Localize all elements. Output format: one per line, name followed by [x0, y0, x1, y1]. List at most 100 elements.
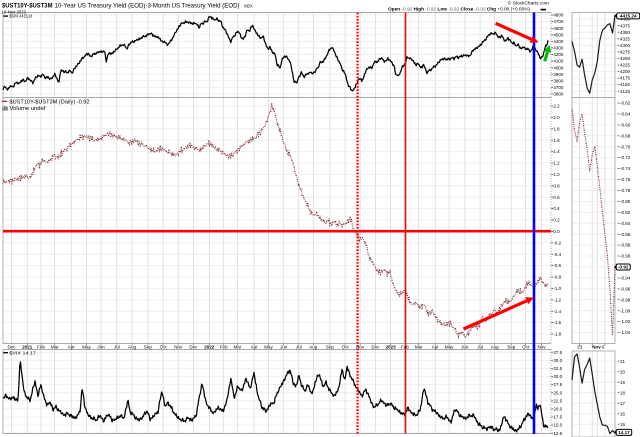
svg-text:Sep: Sep — [144, 344, 153, 349]
svg-text:© StockCharts.com: © StockCharts.com — [508, 0, 549, 7]
svg-text:1.2: 1.2 — [553, 161, 560, 166]
svg-text:-0.70: -0.70 — [620, 144, 631, 149]
svg-text:1.6: 1.6 — [553, 138, 560, 143]
svg-text:4150: 4150 — [620, 82, 631, 87]
svg-text:Volume undef: Volume undef — [10, 106, 47, 112]
svg-text:-0.64: -0.64 — [620, 112, 631, 117]
svg-text:4800: 4800 — [553, 13, 564, 18]
svg-text:-0.68: -0.68 — [620, 133, 631, 138]
svg-text:-0.94: -0.94 — [620, 276, 631, 281]
svg-text:14.17: 14.17 — [618, 430, 630, 435]
svg-text:21: 21 — [620, 359, 626, 364]
svg-text:-0.90: -0.90 — [620, 254, 631, 259]
svg-text:$UST10Y-$UST3M (Daily) -0.92: $UST10Y-$UST3M (Daily) -0.92 — [10, 99, 90, 105]
svg-text:30.0: 30.0 — [553, 374, 562, 379]
svg-text:$VIX 14.17: $VIX 14.17 — [9, 351, 36, 357]
svg-text:Aug: Aug — [491, 344, 500, 349]
svg-text:10-Nov-2023: 10-Nov-2023 — [2, 10, 27, 15]
svg-text:-0.78: -0.78 — [620, 188, 631, 193]
svg-text:4375: 4375 — [620, 23, 631, 28]
svg-text:0.0: 0.0 — [553, 229, 560, 234]
svg-text:18: 18 — [620, 390, 626, 395]
svg-text:-0.86: -0.86 — [620, 232, 631, 237]
svg-text:Jun: Jun — [461, 344, 469, 349]
svg-text:-0.84: -0.84 — [620, 221, 631, 226]
svg-text:-0.62: -0.62 — [620, 101, 631, 106]
svg-text:2022: 2022 — [204, 344, 215, 349]
svg-text:-1.04: -1.04 — [620, 330, 631, 335]
svg-text:20: 20 — [620, 369, 626, 374]
svg-text:4415.24: 4415.24 — [620, 14, 637, 19]
svg-text:3600: 3600 — [553, 92, 564, 97]
svg-text:-0.76: -0.76 — [620, 177, 631, 182]
svg-text:4700: 4700 — [553, 19, 564, 24]
svg-text:-0.98: -0.98 — [620, 297, 631, 302]
svg-text:-0.2: -0.2 — [553, 240, 561, 245]
svg-text:2.2: 2.2 — [553, 104, 560, 109]
svg-text:35.0: 35.0 — [553, 358, 562, 363]
svg-text:Oct: Oct — [160, 344, 168, 349]
svg-text:-0.96: -0.96 — [620, 286, 631, 291]
svg-text:23: 23 — [577, 344, 583, 349]
svg-text:16: 16 — [620, 411, 626, 416]
svg-text:-0.82: -0.82 — [620, 210, 631, 215]
svg-text:19: 19 — [620, 380, 626, 385]
svg-text:Mar: Mar — [415, 344, 423, 349]
svg-text:-1.0: -1.0 — [553, 286, 561, 291]
svg-text:May: May — [82, 344, 91, 349]
svg-text:Jul: Jul — [114, 344, 120, 349]
svg-text:-1.8: -1.8 — [553, 332, 561, 337]
svg-text:-0.4: -0.4 — [553, 252, 561, 257]
svg-text:$SPX 4415.24: $SPX 4415.24 — [9, 14, 32, 19]
svg-text:Apr: Apr — [251, 344, 259, 349]
svg-text:-0.92: -0.92 — [618, 265, 629, 270]
svg-text:Nov: Nov — [174, 344, 183, 349]
svg-text:Dec: Dec — [7, 344, 16, 349]
svg-text:-0.88: -0.88 — [620, 243, 631, 248]
svg-text:4350: 4350 — [620, 30, 631, 35]
svg-text:37.5: 37.5 — [553, 350, 562, 355]
svg-text:4225: 4225 — [620, 63, 631, 68]
svg-text:May: May — [264, 344, 273, 349]
svg-text:Jul: Jul — [296, 344, 302, 349]
svg-text:4325: 4325 — [620, 36, 631, 41]
svg-text:4600: 4600 — [553, 26, 564, 31]
svg-text:Sep: Sep — [326, 344, 335, 349]
svg-text:2.0: 2.0 — [553, 115, 560, 120]
svg-text:4300: 4300 — [553, 46, 564, 51]
svg-text:Dec: Dec — [189, 344, 198, 349]
svg-text:Jul: Jul — [477, 344, 483, 349]
svg-text:4125: 4125 — [620, 89, 631, 94]
svg-text:32.5: 32.5 — [553, 366, 562, 371]
svg-text:0.2: 0.2 — [553, 218, 560, 223]
svg-text:22.5: 22.5 — [553, 398, 562, 403]
svg-text:1.4: 1.4 — [553, 149, 560, 154]
svg-text:Nov: Nov — [592, 344, 601, 349]
svg-text:Aug: Aug — [128, 344, 137, 349]
svg-text:Sep: Sep — [507, 344, 516, 349]
svg-text:Open -0.92 High -0.92 Low -0.9: Open -0.92 High -0.92 Low -0.92 Close -0… — [388, 6, 530, 12]
svg-text:4500: 4500 — [553, 32, 564, 37]
svg-text:4300: 4300 — [620, 43, 631, 48]
svg-text:12.5: 12.5 — [553, 431, 562, 436]
svg-text:$UST10Y-$UST3M: $UST10Y-$UST3M — [2, 2, 53, 9]
svg-text:2023: 2023 — [386, 344, 397, 349]
svg-text:4175: 4175 — [620, 76, 631, 81]
svg-text:Mar: Mar — [51, 344, 59, 349]
svg-text:0.6: 0.6 — [553, 195, 560, 200]
svg-text:-0.8: -0.8 — [553, 275, 561, 280]
svg-text:Dec: Dec — [371, 344, 380, 349]
svg-text:-0.6: -0.6 — [553, 263, 561, 268]
svg-text:-1.02: -1.02 — [620, 319, 631, 324]
svg-text:1.8: 1.8 — [553, 126, 560, 131]
svg-text:4250: 4250 — [620, 56, 631, 61]
svg-text:3800: 3800 — [553, 78, 564, 83]
svg-text:Jun: Jun — [280, 344, 288, 349]
svg-text:-0.74: -0.74 — [620, 166, 631, 171]
svg-text:17: 17 — [620, 401, 626, 406]
svg-text:15: 15 — [620, 422, 626, 427]
svg-text:4100: 4100 — [553, 59, 564, 64]
svg-text:1.0: 1.0 — [553, 172, 560, 177]
svg-text:15.0: 15.0 — [553, 423, 562, 428]
svg-text:0.4: 0.4 — [553, 206, 560, 211]
